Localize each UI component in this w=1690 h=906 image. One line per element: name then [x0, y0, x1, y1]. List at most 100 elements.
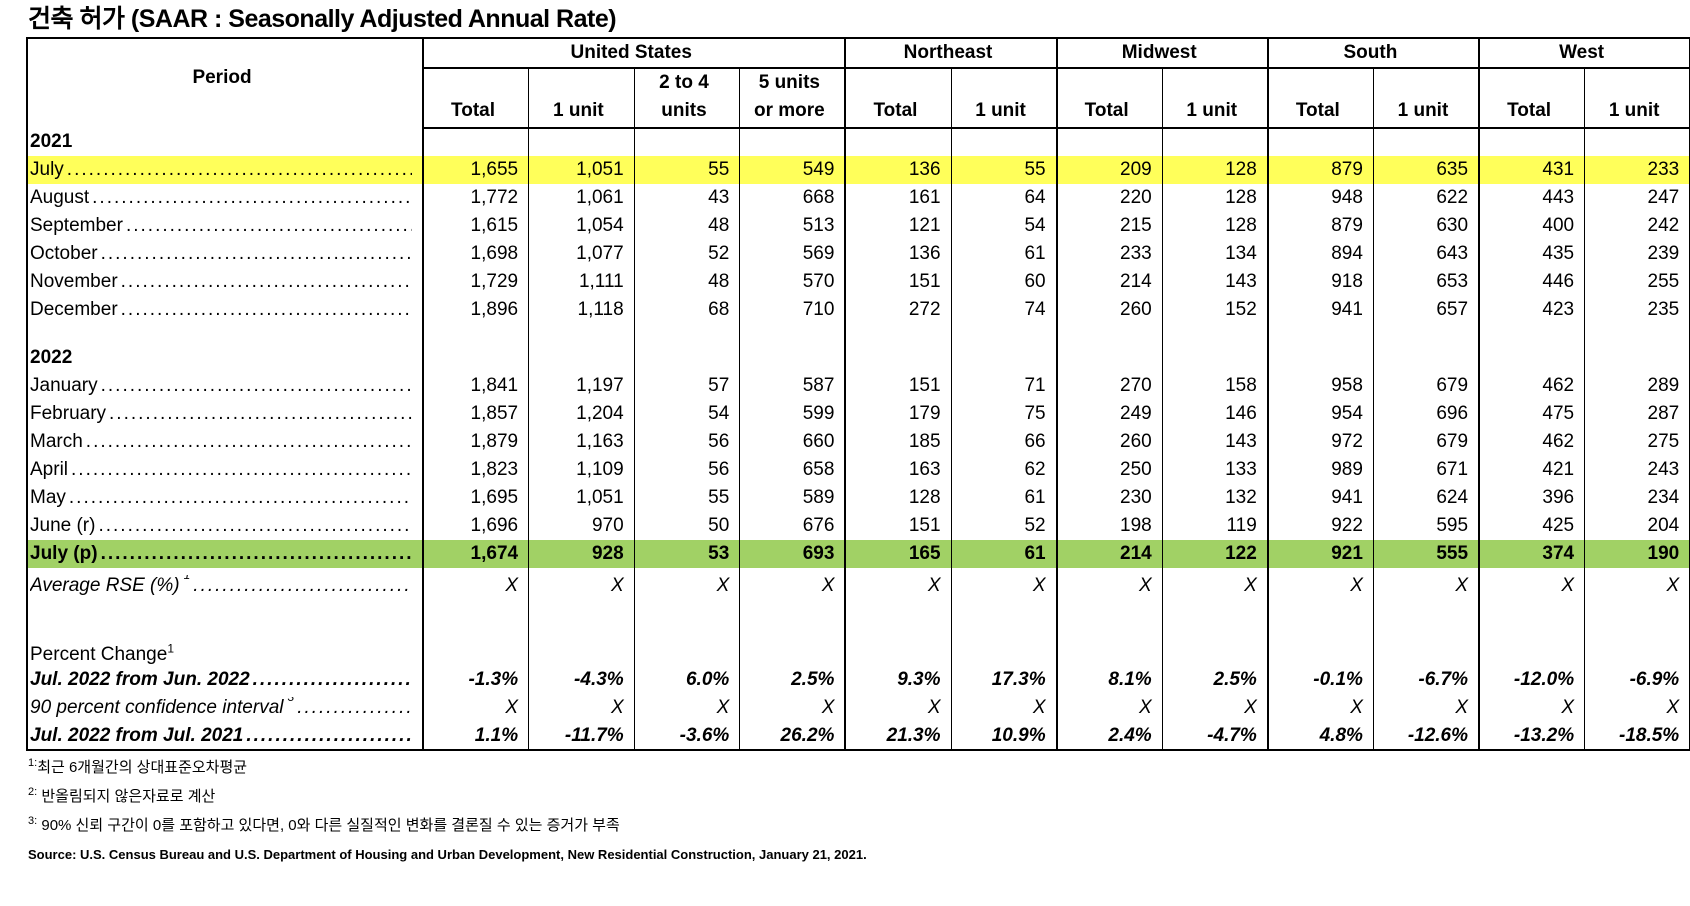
- value-cell: 513: [739, 212, 846, 240]
- value-cell: 260: [1055, 428, 1163, 456]
- table-row: September...............................…: [27, 212, 1690, 240]
- period-name: Average RSE (%): [30, 575, 180, 596]
- value-cell: 233: [1584, 156, 1690, 184]
- value-cell: X: [1055, 568, 1163, 604]
- table-row: November................................…: [27, 268, 1690, 296]
- period-label: Jul. 2022 from Jul. 2021................…: [27, 722, 423, 750]
- period-label-text: June (r)................................…: [30, 515, 412, 537]
- period-name: Jul. 2022 from Jun. 2022: [30, 669, 250, 690]
- period-label: Jul. 2022 from Jun. 2022................…: [27, 666, 423, 694]
- value-cell: 1.1%: [422, 722, 529, 750]
- footnotes: 1:최근 6개월간의 상대표준오차평균 2: 반올림되지 않은자료로 계산 3: 9…: [28, 757, 1690, 844]
- period-name: February: [30, 403, 107, 424]
- group-header: Northeast: [844, 38, 1057, 69]
- value-cell: 941: [1266, 296, 1374, 324]
- table-row: August..................................…: [27, 184, 1690, 212]
- value-cell: 151: [844, 512, 952, 540]
- value-cell: -12.0%: [1478, 666, 1585, 694]
- value-cell: -6.7%: [1372, 666, 1480, 694]
- value-cell: 247: [1584, 184, 1690, 212]
- value-cell: 1,695: [422, 484, 529, 512]
- value-cell: 9.3%: [844, 666, 952, 694]
- column-header: Total: [844, 68, 952, 129]
- value-cell: 165: [844, 540, 952, 568]
- column-header: 1 unit: [1161, 68, 1268, 129]
- value-cell: 569: [739, 240, 846, 268]
- value-cell: X: [1478, 568, 1585, 604]
- value-cell: [633, 128, 740, 156]
- period-label: February................................…: [27, 400, 423, 428]
- value-cell: 421: [1478, 456, 1585, 484]
- period-name: 2021: [30, 131, 73, 152]
- dot-leader: ........................................…: [68, 487, 412, 508]
- value-cell: [528, 344, 635, 372]
- period-label-text: April...................................…: [30, 459, 412, 481]
- value-cell: [844, 624, 952, 666]
- value-cell: 71: [950, 372, 1057, 400]
- value-cell: 122: [1161, 540, 1268, 568]
- value-cell: [739, 324, 846, 344]
- value-cell: 270: [1055, 372, 1163, 400]
- value-cell: 128: [1161, 156, 1268, 184]
- value-cell: 972: [1266, 428, 1374, 456]
- value-cell: 56: [633, 428, 740, 456]
- value-cell: 136: [844, 240, 952, 268]
- value-cell: 134: [1161, 240, 1268, 268]
- value-cell: 1,674: [422, 540, 529, 568]
- value-cell: 958: [1266, 372, 1374, 400]
- column-header: Total: [1266, 68, 1374, 129]
- value-cell: -11.7%: [528, 722, 635, 750]
- value-cell: 400: [1478, 212, 1585, 240]
- value-cell: 6.0%: [633, 666, 740, 694]
- footnote-ref: 3: [287, 697, 295, 704]
- value-cell: 1,054: [528, 212, 635, 240]
- value-cell: X: [739, 694, 846, 722]
- value-cell: 1,857: [422, 400, 529, 428]
- value-cell: 43: [633, 184, 740, 212]
- period-header: Period: [192, 67, 252, 88]
- value-cell: [1266, 324, 1374, 344]
- value-cell: [1161, 624, 1268, 666]
- value-cell: 220: [1055, 184, 1163, 212]
- value-cell: 74: [950, 296, 1057, 324]
- value-cell: 249: [1055, 400, 1163, 428]
- value-cell: 668: [739, 184, 846, 212]
- table-row: July (p)................................…: [27, 540, 1690, 568]
- value-cell: 143: [1161, 268, 1268, 296]
- value-cell: [1478, 128, 1585, 156]
- footnote-text: 최근 6개월간의 상대표준오차평균: [37, 759, 248, 776]
- value-cell: [422, 128, 529, 156]
- value-cell: 75: [950, 400, 1057, 428]
- value-cell: [1055, 344, 1163, 372]
- period-label: August..................................…: [27, 184, 423, 212]
- value-cell: X: [528, 694, 635, 722]
- value-cell: 635: [1372, 156, 1480, 184]
- value-cell: [1372, 604, 1480, 624]
- value-cell: 1,841: [422, 372, 529, 400]
- period-label-text: October.................................…: [30, 243, 412, 265]
- period-label: April...................................…: [27, 456, 423, 484]
- value-cell: X: [1584, 694, 1690, 722]
- period-label-text: Average RSE (%) 1........................…: [30, 575, 412, 597]
- value-cell: 214: [1055, 540, 1163, 568]
- dot-leader: ........................................…: [98, 515, 412, 536]
- value-cell: -0.1%: [1266, 666, 1374, 694]
- value-cell: 128: [1161, 184, 1268, 212]
- value-cell: 289: [1584, 372, 1690, 400]
- value-cell: 62: [950, 456, 1057, 484]
- period-label: 90 percent confidence interval 3.........…: [27, 694, 423, 722]
- header-group-row: Period United States Northeast Midwest South…: [27, 38, 1690, 88]
- value-cell: [950, 344, 1057, 372]
- period-name: July (p): [30, 543, 98, 564]
- footnote-mark: 3:: [28, 815, 38, 827]
- value-cell: 1,698: [422, 240, 529, 268]
- value-cell: 587: [739, 372, 846, 400]
- period-label: January.................................…: [27, 372, 423, 400]
- period-name: Percent Change: [30, 644, 168, 665]
- value-cell: 239: [1584, 240, 1690, 268]
- period-label: July (p)................................…: [27, 540, 423, 568]
- value-cell: [1055, 604, 1163, 624]
- value-cell: 57: [633, 372, 740, 400]
- value-cell: 21.3%: [844, 722, 952, 750]
- value-cell: 52: [633, 240, 740, 268]
